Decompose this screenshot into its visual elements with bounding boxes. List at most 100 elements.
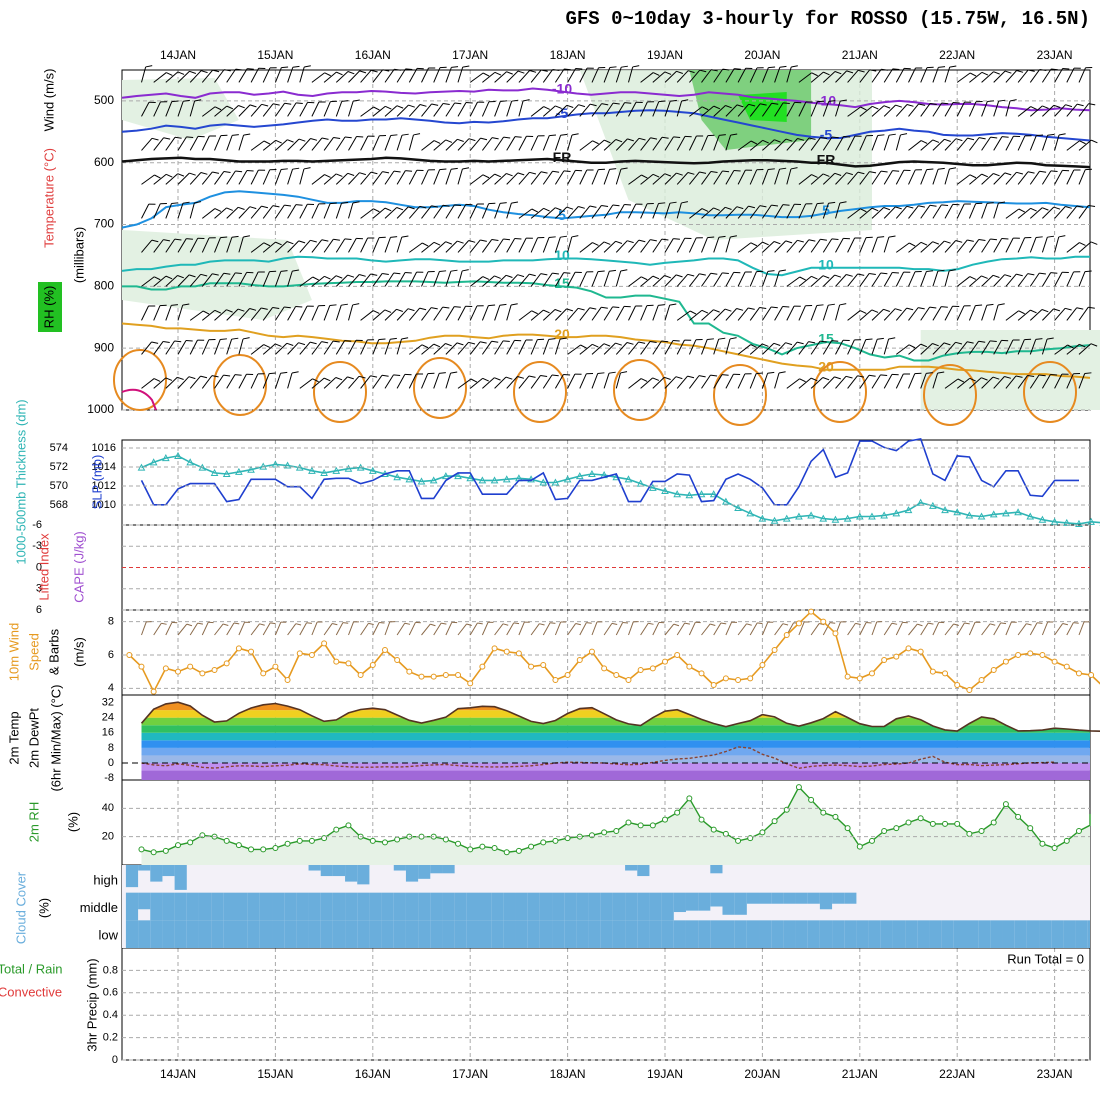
wind-barb <box>469 72 490 83</box>
wind-barb-staff <box>689 375 700 389</box>
wind-barb-staff <box>883 104 896 117</box>
wind-barb-flag <box>258 169 266 171</box>
wind-barb <box>774 306 790 321</box>
ylabel-10m-wind: 10m Wind <box>6 623 21 682</box>
wind-barb-flag <box>771 102 779 105</box>
wind-barb <box>871 68 888 83</box>
wind-barb-flag <box>309 341 317 345</box>
wind10m-barb-flag <box>964 622 970 625</box>
wind-barb <box>944 341 963 355</box>
wind10m-barb-flag <box>586 622 592 624</box>
temp-band <box>141 717 1090 726</box>
wind-barb-staff <box>1005 310 1019 321</box>
cloud-low-bar <box>1002 920 1015 948</box>
cloud-low-bar <box>138 920 151 948</box>
wind-barb-staff <box>189 375 201 389</box>
wind-barb-staff <box>567 104 579 117</box>
wind-barb <box>384 105 404 117</box>
thickness-point <box>344 464 353 472</box>
wind-barb-flag <box>284 306 291 309</box>
wind-barb-flag <box>604 139 611 144</box>
wind-barb <box>433 241 453 253</box>
wind10m-speed-point <box>1027 650 1034 657</box>
wind-barb-flag <box>952 102 960 104</box>
wind10m-speed-point <box>1039 652 1046 658</box>
cloud-middle-bar <box>466 892 479 921</box>
wind-barb-staff <box>518 70 530 83</box>
wind-barb <box>421 307 438 321</box>
wind-barb <box>469 101 485 117</box>
wind10m-barb-staff <box>238 622 246 636</box>
cloud-low-bar <box>965 920 979 948</box>
cloud-low-bar <box>722 920 735 948</box>
wind-barb-staff <box>956 203 965 219</box>
wind-barb-flag <box>456 342 464 346</box>
wind-barb-staff <box>701 171 712 185</box>
wind10m-barb <box>1017 623 1032 636</box>
wind-barb <box>481 202 496 219</box>
wind-barb-staff <box>920 241 933 253</box>
wind-barb <box>810 377 830 389</box>
wind-barb-staff <box>1017 171 1029 185</box>
wind-barb <box>421 372 435 389</box>
wind-barb-flag <box>578 206 585 209</box>
wind-barb <box>969 275 988 287</box>
wind10m-barb <box>518 621 530 636</box>
wind-barb-staff <box>201 237 210 253</box>
rh2m-point <box>674 809 681 816</box>
thickness-point <box>904 506 913 514</box>
wind-barb-staff <box>652 305 659 321</box>
wind-barb <box>737 140 758 151</box>
wind-barb <box>786 138 805 151</box>
wind-barb-flag <box>1073 372 1081 375</box>
wind-barb <box>835 99 847 117</box>
wind-barb-staff <box>944 168 950 185</box>
wind-barb-staff <box>1017 309 1031 321</box>
wind-barb <box>214 309 233 321</box>
wind10m-barb <box>993 622 1007 636</box>
wind-barb-flag <box>750 344 757 348</box>
wind-barb <box>360 208 380 219</box>
wind-barb-staff <box>1029 207 1043 219</box>
wind-barb-staff <box>640 173 654 185</box>
wind-barb <box>1005 375 1023 389</box>
thickness-point <box>1050 517 1059 525</box>
wind-barb <box>1041 68 1058 83</box>
wind-barb <box>165 71 185 83</box>
rh2m-point <box>868 837 875 844</box>
wind-barb <box>591 204 609 219</box>
wind10m-speed-point <box>345 660 352 667</box>
wind-barb <box>1017 106 1037 117</box>
wind-barb <box>859 171 877 185</box>
temp-tick-label: 24 <box>102 712 114 724</box>
isotherm-25-contour <box>413 357 467 419</box>
wind-barb <box>530 69 548 83</box>
wind-barb <box>226 134 239 151</box>
isotherm-label: FR <box>817 151 836 167</box>
wind-barb <box>908 140 928 151</box>
wind-barb <box>676 135 692 151</box>
wind-barb-flag <box>263 344 270 348</box>
wind-barb-staff <box>262 67 271 83</box>
wind-barb-flag <box>373 106 380 111</box>
wind-barb-flag <box>1091 139 1098 144</box>
wind-barb-flag <box>571 133 579 136</box>
wind-barb-flag <box>529 273 536 277</box>
wind-barb <box>701 338 714 355</box>
wind-barb-flag <box>941 204 949 206</box>
wind-barb <box>409 242 429 253</box>
thickness-point <box>819 514 828 522</box>
cloud-middle-bar <box>527 892 540 921</box>
wind-barb <box>506 376 525 389</box>
wind-barb <box>932 102 949 117</box>
wind-barb <box>165 275 184 287</box>
wind-barb-flag <box>839 201 847 204</box>
wind-barb-flag <box>783 102 790 104</box>
thickness-tick-label: 572 <box>50 461 68 473</box>
wind-barb-flag <box>226 105 234 110</box>
wind-barb-staff <box>701 339 708 355</box>
wind-barb-staff <box>542 171 553 185</box>
wind-barb <box>615 167 628 185</box>
wind-barb <box>676 70 695 83</box>
wind-barb-flag <box>238 206 245 210</box>
